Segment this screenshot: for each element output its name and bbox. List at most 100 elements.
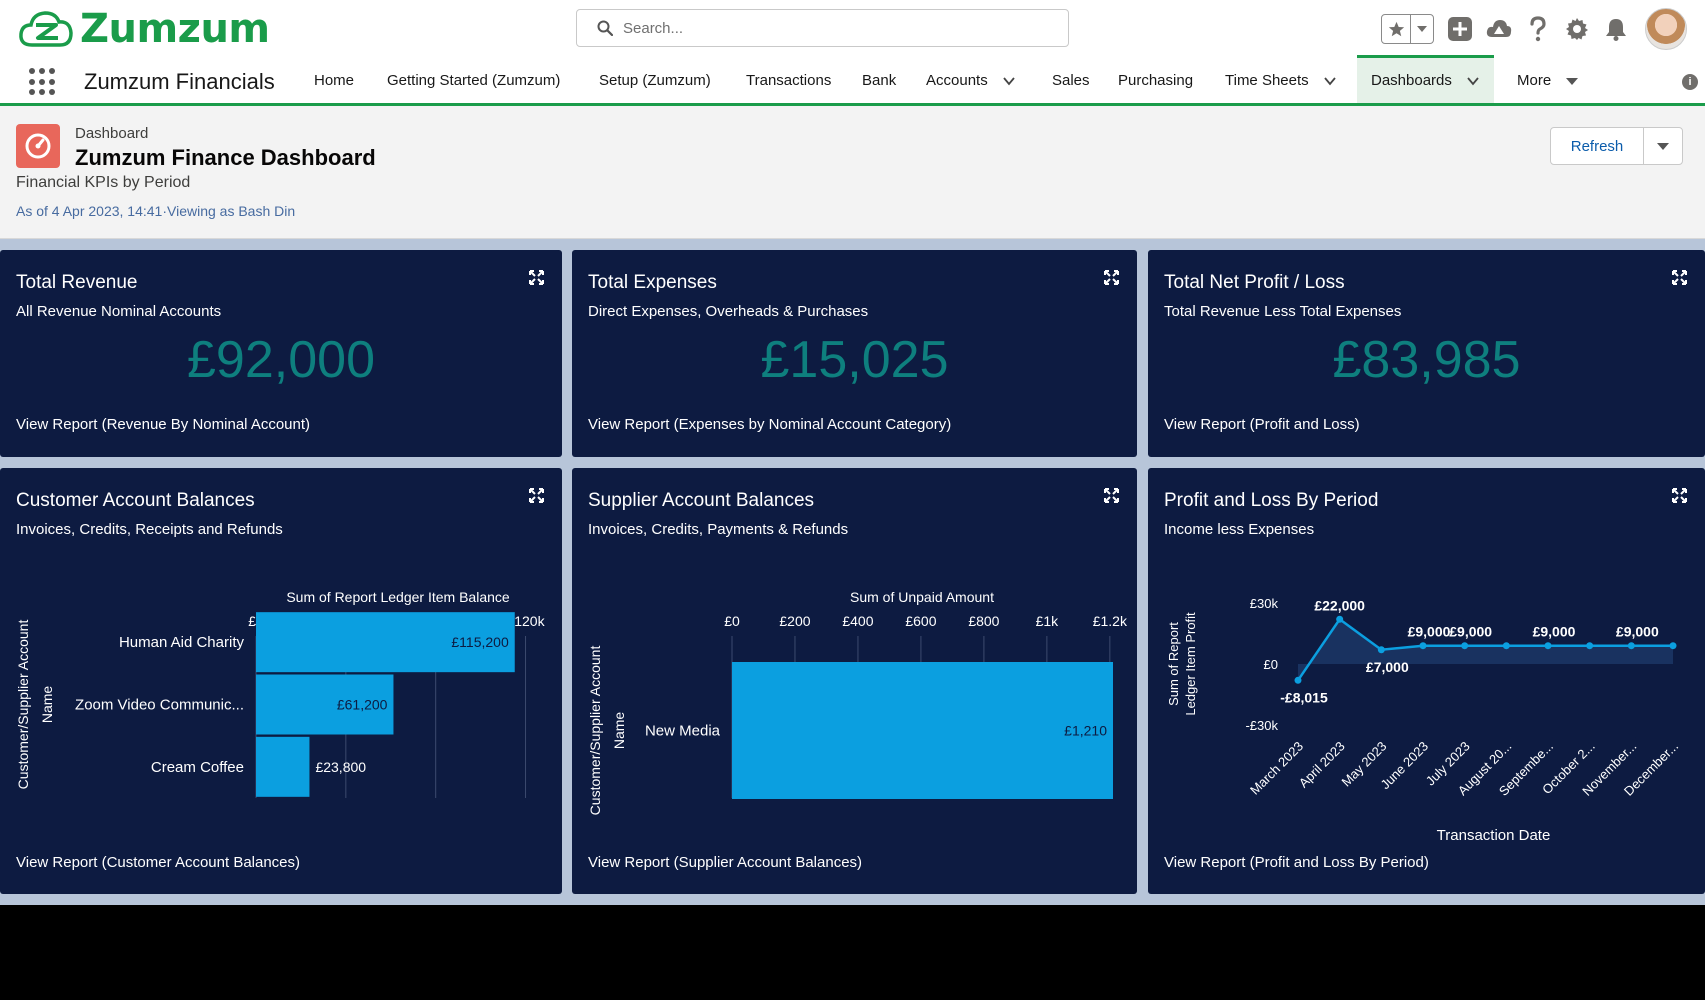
tick-label: £0	[1264, 657, 1278, 672]
notifications-bell-icon[interactable]	[1603, 16, 1629, 42]
expand-icon[interactable]	[529, 488, 544, 503]
data-label: £1,210	[1064, 723, 1107, 739]
data-point	[1461, 642, 1469, 650]
data-point	[1669, 642, 1677, 650]
refresh-button[interactable]: Refresh	[1551, 128, 1644, 164]
nav-item-label: Bank	[862, 72, 897, 89]
trailhead-icon[interactable]	[1486, 16, 1512, 42]
view-report-link[interactable]: View Report (Revenue By Nominal Account)	[16, 416, 311, 433]
app-launcher-icon[interactable]	[29, 68, 57, 96]
nav-item-label: Time Sheets	[1225, 72, 1309, 89]
user-avatar[interactable]	[1645, 8, 1687, 50]
nav-item-label: Setup (Zumzum)	[599, 72, 711, 89]
refresh-group: Refresh	[1550, 127, 1683, 165]
bar	[732, 662, 1113, 799]
data-label: £9,000	[1449, 624, 1492, 640]
nav-item-time-sheets[interactable]: Time Sheets	[1225, 58, 1337, 103]
dashboard-subtitle: Financial KPIs by Period	[16, 174, 191, 191]
category-label: Zoom Video Communic...	[75, 697, 244, 714]
metric-value: £83,985	[1332, 331, 1521, 389]
search-icon	[597, 20, 613, 36]
global-create-icon[interactable]	[1447, 16, 1473, 42]
nav-item-label: Purchasing	[1118, 72, 1194, 89]
tick-label: £600	[905, 613, 936, 629]
settings-gear-icon[interactable]	[1564, 16, 1590, 42]
favorites-dropdown-icon[interactable]	[1411, 15, 1433, 43]
card-title: Profit and Loss By Period	[1164, 490, 1379, 511]
data-label: -£8,015	[1280, 689, 1328, 705]
expand-icon[interactable]	[1672, 270, 1687, 285]
nav-item-label: Transactions	[746, 72, 832, 89]
favorites-star-icon[interactable]	[1382, 15, 1411, 43]
caret-down-icon	[1657, 143, 1669, 150]
axis-label: Customer/Supplier Account Name	[15, 620, 55, 790]
tick-label: £800	[968, 613, 999, 629]
chevron-down-icon[interactable]	[1466, 74, 1480, 88]
card-total-expenses: Total Expenses Direct Expenses, Overhead…	[572, 250, 1137, 457]
axis-label: Transaction Date	[1437, 827, 1551, 843]
x-tick-label: March 2023	[1247, 739, 1306, 798]
card-customer-balances: Customer Account Balances Invoices, Cred…	[0, 468, 562, 894]
nav-item-transactions[interactable]: Transactions	[746, 58, 831, 103]
view-report-link[interactable]: View Report (Supplier Account Balances)	[588, 854, 863, 871]
help-icon[interactable]	[1525, 16, 1551, 42]
data-label: £23,800	[315, 759, 366, 775]
data-point	[1586, 642, 1594, 650]
nav-item-more[interactable]: More	[1517, 58, 1579, 103]
nav-item-getting-started[interactable]: Getting Started (Zumzum)	[387, 58, 560, 103]
info-icon[interactable]: i	[1682, 74, 1698, 90]
nav-item-dashboards[interactable]: Dashboards	[1357, 55, 1494, 103]
axis-label: Sum of Report Ledger Item Profit	[1166, 612, 1198, 716]
data-point	[1294, 676, 1302, 684]
chevron-down-icon[interactable]	[1323, 74, 1337, 88]
data-point	[1627, 642, 1635, 650]
nav-item-label: Accounts	[926, 72, 988, 89]
expand-icon[interactable]	[1672, 488, 1687, 503]
nav-item-purchasing[interactable]: Purchasing	[1118, 58, 1193, 103]
card-subtitle: Invoices, Credits, Payments & Refunds	[588, 521, 849, 538]
chevron-down-icon[interactable]	[1002, 74, 1016, 88]
data-point	[1377, 646, 1385, 654]
card-subtitle: Direct Expenses, Overheads & Purchases	[588, 303, 869, 320]
view-report-link[interactable]: View Report (Expenses by Nominal Account…	[588, 416, 952, 433]
data-label: £7,000	[1366, 659, 1409, 675]
logo-text: Zumzum	[80, 6, 270, 52]
cloud-logo-icon	[19, 11, 73, 47]
expand-icon[interactable]	[529, 270, 544, 285]
favorites-group	[1381, 14, 1434, 44]
page-title: Zumzum Finance Dashboard	[75, 145, 376, 170]
global-search[interactable]	[576, 9, 1069, 47]
view-report-link[interactable]: View Report (Profit and Loss)	[1164, 416, 1360, 433]
view-report-link[interactable]: View Report (Profit and Loss By Period)	[1164, 854, 1429, 871]
data-label: £9,000	[1408, 624, 1451, 640]
search-input[interactable]	[623, 19, 1023, 37]
expand-icon[interactable]	[1104, 488, 1119, 503]
series-line	[1296, 617, 1673, 682]
refresh-menu-dropdown[interactable]	[1644, 128, 1682, 164]
nav-item-accounts[interactable]: Accounts	[926, 58, 1016, 103]
card-title: Total Net Profit / Loss	[1164, 272, 1345, 293]
nav-item-bank[interactable]: Bank	[862, 58, 896, 103]
data-label: £9,000	[1616, 624, 1659, 640]
view-report-link[interactable]: View Report (Customer Account Balances)	[16, 854, 301, 871]
nav-item-sales[interactable]: Sales	[1052, 58, 1090, 103]
supplier-balances-chart: Sum of Unpaid Amount £0 £200 £400 £600 £800 £1…	[587, 589, 1128, 816]
nav-item-home[interactable]: Home	[314, 58, 354, 103]
nav-item-label: Dashboards	[1371, 72, 1452, 89]
data-point	[1544, 642, 1552, 650]
x-tick-label: April 2023	[1296, 739, 1348, 791]
card-profit-loss-by-period: Profit and Loss By Period Income less Ex…	[1148, 468, 1705, 894]
card-subtitle: Invoices, Credits, Receipts and Refunds	[16, 521, 283, 538]
card-title: Total Revenue	[16, 272, 138, 293]
card-total-net-profit: Total Net Profit / Loss Total Revenue Le…	[1148, 250, 1705, 457]
category-label: Human Aid Charity	[119, 634, 245, 651]
header-actions	[1381, 8, 1687, 50]
metric-value: £92,000	[187, 331, 375, 389]
nav-item-setup[interactable]: Setup (Zumzum)	[599, 58, 711, 103]
data-point	[1336, 615, 1344, 623]
expand-icon[interactable]	[1104, 270, 1119, 285]
app-logo[interactable]: Zumzum	[18, 6, 270, 52]
customer-balances-chart: Sum of Report Ledger Item Balance£0£40k£…	[15, 589, 546, 798]
axis-label: Customer/Supplier Account Name	[587, 646, 627, 816]
category-label: Cream Coffee	[151, 759, 244, 776]
